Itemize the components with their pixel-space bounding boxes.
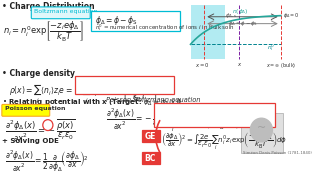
Text: GE: GE (145, 132, 156, 141)
Circle shape (250, 118, 272, 142)
FancyBboxPatch shape (241, 113, 283, 153)
FancyBboxPatch shape (2, 104, 50, 116)
Text: $\left(\dfrac{\partial\phi_\Delta}{\partial x}\right)^{\!2} = \int\!\dfrac{2e}{\: $\left(\dfrac{\partial\phi_\Delta}{\part… (161, 131, 287, 152)
FancyBboxPatch shape (91, 11, 180, 31)
FancyBboxPatch shape (142, 152, 160, 163)
Text: $n_i = n_i^0 \exp\!\left[\dfrac{-z_i e\phi_\Delta}{k_{\rm B}T}\right]$: $n_i = n_i^0 \exp\!\left[\dfrac{-z_i e\p… (3, 20, 83, 44)
Text: $\phi_\Delta = 0$: $\phi_\Delta = 0$ (283, 11, 299, 20)
Text: $\phi_\Delta = \phi - \phi_{\rm S}$: $\phi_\Delta = \phi - \phi_{\rm S}$ (95, 14, 138, 27)
Text: $\dfrac{\partial^2\phi_\Delta(x)}{\partial x^2} = -\dfrac{\overline{\rho(x)}}{\e: $\dfrac{\partial^2\phi_\Delta(x)}{\parti… (4, 118, 75, 144)
Text: • Relating potential with x (Target: $\phi_\Delta = \phi_\Delta(x)$): • Relating potential with x (Target: $\p… (2, 96, 182, 107)
Text: ~: ~ (257, 123, 266, 133)
FancyBboxPatch shape (190, 5, 226, 59)
Text: Siméon Denis Poisson (1781-1840): Siméon Denis Poisson (1781-1840) (243, 151, 312, 155)
Text: $\phi_\Delta = \phi - \phi_{\rm S}$: $\phi_\Delta = \phi - \phi_{\rm S}$ (228, 19, 258, 28)
Text: $x=\infty$ (bulk): $x=\infty$ (bulk) (266, 61, 296, 70)
Text: $n_i^0$: $n_i^0$ (267, 42, 275, 53)
FancyBboxPatch shape (31, 7, 90, 19)
Text: $\dfrac{\partial^2\phi_\Delta(x)}{\partial x^2} = \dfrac{1}{2}\dfrac{\partial}{\: $\dfrac{\partial^2\phi_\Delta(x)}{\parti… (4, 148, 88, 174)
FancyBboxPatch shape (142, 130, 160, 142)
Text: $n(\phi_\Delta)$: $n(\phi_\Delta)$ (232, 7, 249, 16)
Text: $\phi_{\Delta,{\rm s}}$: $\phi_{\Delta,{\rm s}}$ (226, 12, 237, 20)
Text: $x=0$: $x=0$ (195, 61, 210, 69)
Text: + Solving ODE: + Solving ODE (2, 138, 59, 144)
Text: • Charge Distribution: • Charge Distribution (2, 2, 94, 11)
Text: Poisson equation: Poisson equation (4, 106, 65, 111)
Text: $n_i^0$ = numerical concentration of ions $i$ in bulk soln: $n_i^0$ = numerical concentration of ion… (95, 23, 235, 33)
Text: $\rho(x) = \sum_i \langle n_i \rangle z_i e$$= -\sum_i n_i^0 z_i e \exp\!\left[\: $\rho(x) = \sum_i \langle n_i \rangle z_… (9, 79, 157, 105)
Text: $\dfrac{\partial^2\phi_\Delta(x)}{\partial x^2} = -\dfrac{e}{\epsilon_r\epsilon_: $\dfrac{\partial^2\phi_\Delta(x)}{\parti… (106, 106, 242, 134)
FancyBboxPatch shape (154, 103, 275, 127)
Text: BC: BC (145, 154, 156, 163)
Text: Boltzmann equation: Boltzmann equation (34, 9, 98, 14)
Text: • Charge density: • Charge density (2, 69, 75, 78)
Text: Poisson-Boltzmann equation: Poisson-Boltzmann equation (106, 96, 200, 103)
Text: $x$: $x$ (237, 61, 242, 68)
FancyBboxPatch shape (76, 76, 174, 94)
